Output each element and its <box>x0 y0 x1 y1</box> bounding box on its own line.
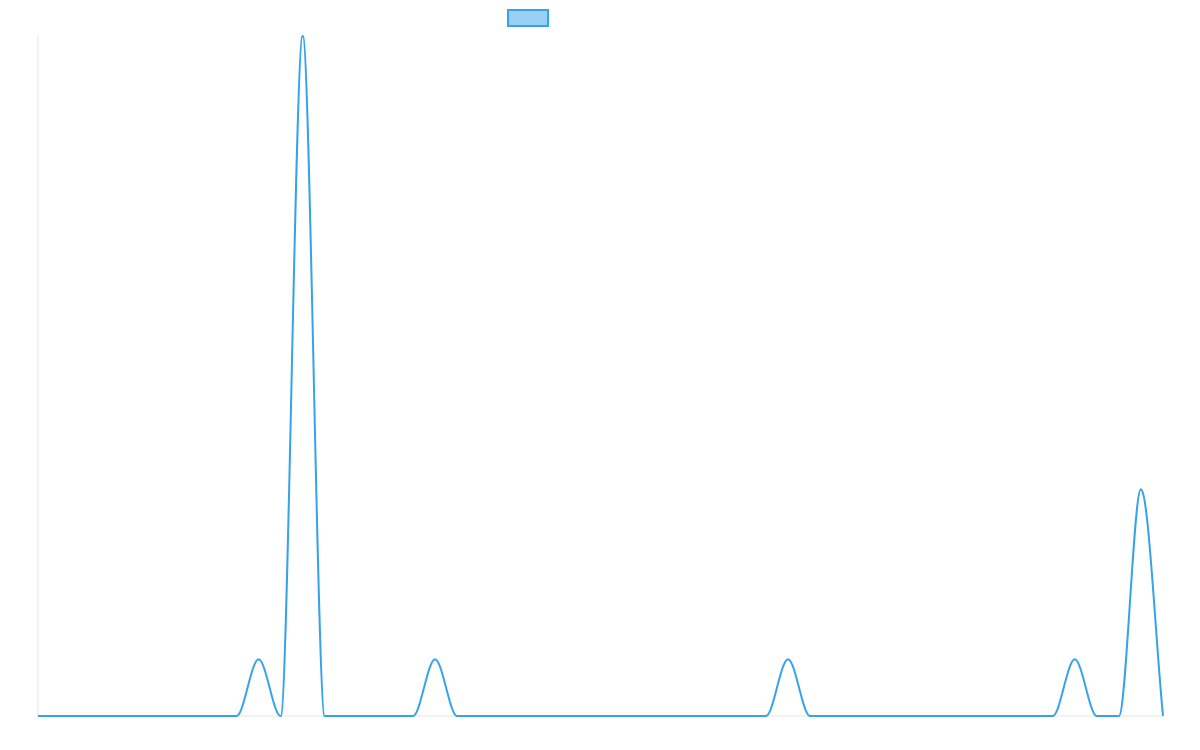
data-point[interactable] <box>675 713 681 719</box>
legend-swatch-0[interactable] <box>507 9 549 27</box>
data-point[interactable] <box>167 713 173 719</box>
data-point[interactable] <box>785 656 791 662</box>
data-point[interactable] <box>101 713 107 719</box>
data-point[interactable] <box>1028 713 1034 719</box>
data-point[interactable] <box>564 713 570 719</box>
data-point[interactable] <box>631 713 637 719</box>
data-point[interactable] <box>719 713 725 719</box>
data-point[interactable] <box>322 713 328 719</box>
data-point[interactable] <box>1094 713 1100 719</box>
data-point[interactable] <box>961 713 967 719</box>
data-point[interactable] <box>939 713 945 719</box>
data-point[interactable] <box>1138 486 1144 492</box>
data-point[interactable] <box>1160 713 1166 719</box>
data-point[interactable] <box>410 713 416 719</box>
data-point[interactable] <box>432 656 438 662</box>
data-point[interactable] <box>653 713 659 719</box>
axes <box>37 36 1163 717</box>
series-line-0 <box>38 35 1164 717</box>
data-point[interactable] <box>520 713 526 719</box>
data-point[interactable] <box>851 713 857 719</box>
data-point[interactable] <box>79 713 85 719</box>
data-point[interactable] <box>476 713 482 719</box>
data-point[interactable] <box>829 713 835 719</box>
data-point[interactable] <box>1116 713 1122 719</box>
data-point[interactable] <box>256 656 262 662</box>
data-point[interactable] <box>895 713 901 719</box>
data-point[interactable] <box>278 713 284 719</box>
data-point[interactable] <box>189 713 195 719</box>
data-point[interactable] <box>234 713 240 719</box>
data-point[interactable] <box>763 713 769 719</box>
data-point[interactable] <box>1050 713 1056 719</box>
data-point[interactable] <box>984 713 990 719</box>
data-point[interactable] <box>1006 713 1012 719</box>
data-point[interactable] <box>454 713 460 719</box>
data-point[interactable] <box>300 33 306 39</box>
data-point[interactable] <box>697 713 703 719</box>
data-point[interactable] <box>388 713 394 719</box>
data-point[interactable] <box>873 713 879 719</box>
data-point[interactable] <box>366 713 372 719</box>
legend[interactable] <box>507 9 549 27</box>
data-point[interactable] <box>211 713 217 719</box>
data-point[interactable] <box>807 713 813 719</box>
data-point[interactable] <box>123 713 129 719</box>
series-layer <box>35 33 1166 719</box>
data-point[interactable] <box>542 713 548 719</box>
data-point[interactable] <box>35 713 41 719</box>
data-point[interactable] <box>586 713 592 719</box>
data-point[interactable] <box>917 713 923 719</box>
data-point[interactable] <box>1072 656 1078 662</box>
data-point[interactable] <box>741 713 747 719</box>
data-point[interactable] <box>498 713 504 719</box>
data-point[interactable] <box>57 713 63 719</box>
data-point[interactable] <box>609 713 615 719</box>
data-point[interactable] <box>145 713 151 719</box>
data-point[interactable] <box>344 713 350 719</box>
